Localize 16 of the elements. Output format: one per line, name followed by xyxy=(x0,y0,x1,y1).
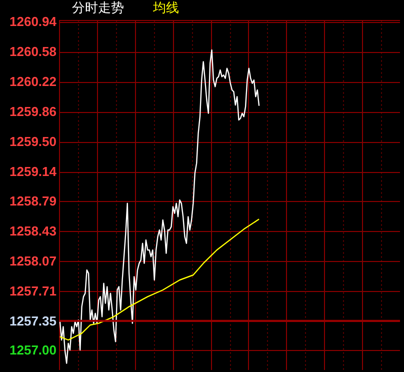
y-tick-label: 1259.14 xyxy=(10,164,58,180)
y-tick-label: 1257.00 xyxy=(10,342,56,358)
y-tick-label: 1258.79 xyxy=(10,193,56,208)
y-tick-label: 1258.07 xyxy=(10,253,56,268)
y-tick-label: 1260.22 xyxy=(10,74,56,90)
y-tick-label: 1258.43 xyxy=(10,223,56,238)
y-tick-label: 1260.58 xyxy=(10,44,56,60)
text: 均线 xyxy=(152,0,179,15)
y-tick-label: 1257.71 xyxy=(10,283,56,298)
y-tick-label: 1259.50 xyxy=(10,134,56,150)
line-series xyxy=(59,49,260,364)
text: 分时走势 xyxy=(72,0,124,15)
y-tick-label: 1259.86 xyxy=(10,104,56,120)
y-tick-label: 1257.35 xyxy=(10,313,56,328)
line-series xyxy=(59,218,260,341)
y-tick-label: 1260.94 xyxy=(10,14,58,30)
